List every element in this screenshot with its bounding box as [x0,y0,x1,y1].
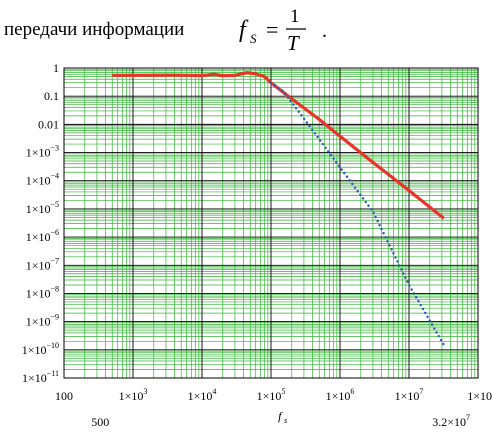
y-tick-label: 1×10−3 [26,144,59,160]
caption-text: передачи информации [4,19,184,40]
x-tick-label: 1×103 [119,387,148,403]
y-tick-label: 1×10−5 [26,200,59,216]
y-tick-label: 0.1 [44,89,59,103]
y-tick-label: 1×10−7 [26,256,59,272]
x-range-label: 500 [91,415,109,429]
y-tick-label: 1×10−4 [26,172,59,188]
formula-svg: передачи информации f S = 1 T . [4,6,327,55]
y-tick-label: 1×10−10 [22,341,59,357]
x-tick-label: 1×105 [257,387,286,403]
y-tick-labels: 1 0.1 0.01 1×10−3 1×10−4 1×10−5 1×10−6 1×10−7 1×… [22,61,59,385]
y-tick-label: 1×10−8 [26,284,59,300]
x-axis-label-subscript: s [284,416,287,425]
formula-equals: = [266,17,278,42]
log-log-chart: 1 0.1 0.01 1×10−3 1×10−4 1×10−5 1×10−6 1×10−7 1×… [22,61,492,429]
formula-subscript: S [250,31,257,46]
formula-denominator: T [287,31,300,55]
x-tick-label: 1×106 [326,387,355,403]
y-tick-label: 0.01 [38,117,59,131]
y-tick-label: 1×10−11 [22,369,59,385]
x-tick-label: 1×10 [467,389,492,403]
major-grid [63,67,479,379]
y-tick-label: 1×10−6 [26,228,59,244]
formula-period: . [322,20,327,42]
formula-lhs: f [239,17,249,43]
plot-frame [63,67,479,379]
formula-numerator: 1 [290,6,300,27]
x-axis-label: f [278,409,283,423]
x-range-label: 3.2×107 [432,413,470,429]
formula-caption: передачи информации f S = 1 T . [4,0,493,60]
series-line-dotted [269,81,446,347]
x-tick-label: 1×104 [188,387,217,403]
x-tick-labels: 100 1×103 1×104 1×105 1×106 1×107 1×10 [55,387,492,403]
y-tick-label: 1×10−9 [26,313,59,329]
series-line-solid [112,71,445,220]
x-tick-label: 100 [55,389,73,403]
x-tick-label: 1×107 [395,387,424,403]
x-range-labels: 500 3.2×107 [91,413,470,429]
y-tick-label: 1 [53,61,59,75]
series-layer [112,71,446,347]
